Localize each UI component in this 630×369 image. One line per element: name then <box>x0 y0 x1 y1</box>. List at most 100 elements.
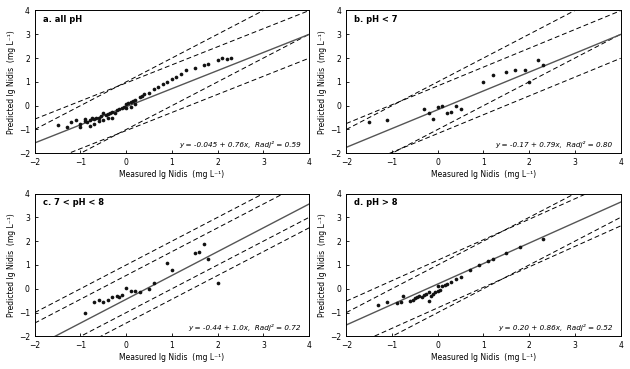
Point <box>382 117 392 123</box>
Point <box>442 281 452 287</box>
Point <box>83 120 93 125</box>
Point <box>112 293 122 299</box>
Text: a. all pH: a. all pH <box>43 15 82 24</box>
Point <box>455 274 466 280</box>
Point <box>451 276 461 282</box>
Point <box>474 262 484 268</box>
Point <box>428 291 438 297</box>
Point <box>433 288 443 294</box>
Point <box>91 115 101 121</box>
Point <box>167 76 177 82</box>
Point <box>103 111 113 117</box>
Point <box>112 107 122 113</box>
Point <box>163 260 173 266</box>
Point <box>80 310 90 315</box>
Point <box>119 104 129 110</box>
Point <box>114 294 124 300</box>
Point <box>433 283 443 289</box>
Point <box>398 293 408 299</box>
Point <box>435 287 445 293</box>
Text: d. pH > 8: d. pH > 8 <box>355 198 398 207</box>
Point <box>89 121 99 127</box>
Point <box>433 104 443 110</box>
Point <box>382 299 392 305</box>
Point <box>423 289 433 295</box>
Point <box>396 299 406 305</box>
Point <box>107 109 117 115</box>
Point <box>126 104 136 110</box>
Point <box>488 72 498 78</box>
Point <box>533 58 543 63</box>
Y-axis label: Predicted lg Nidis  (mg L⁻¹): Predicted lg Nidis (mg L⁻¹) <box>319 213 328 317</box>
Point <box>447 109 457 115</box>
Point <box>538 62 548 68</box>
Point <box>199 62 209 68</box>
Point <box>94 118 104 124</box>
Point <box>520 67 530 73</box>
Point <box>149 280 159 286</box>
Point <box>103 297 113 303</box>
Point <box>524 79 534 85</box>
X-axis label: Measured lg Nidis  (mg L⁻¹): Measured lg Nidis (mg L⁻¹) <box>119 353 224 362</box>
Point <box>163 79 173 85</box>
Y-axis label: Predicted lg Nidis  (mg L⁻¹): Predicted lg Nidis (mg L⁻¹) <box>7 30 16 134</box>
Point <box>478 79 488 85</box>
Point <box>130 101 140 107</box>
Point <box>455 106 466 112</box>
Point <box>412 294 422 300</box>
Point <box>96 113 106 119</box>
Point <box>89 299 99 305</box>
X-axis label: Measured lg Nidis  (mg L⁻¹): Measured lg Nidis (mg L⁻¹) <box>431 170 536 179</box>
Point <box>437 283 447 289</box>
Point <box>415 293 425 299</box>
Point <box>212 280 222 286</box>
Point <box>84 117 94 123</box>
Point <box>501 69 512 75</box>
Point <box>98 117 108 123</box>
Point <box>89 116 99 122</box>
X-axis label: Measured lg Nidis  (mg L⁻¹): Measured lg Nidis (mg L⁻¹) <box>119 170 224 179</box>
Point <box>149 86 159 92</box>
Point <box>416 294 427 300</box>
Point <box>87 115 97 121</box>
Point <box>121 105 131 111</box>
Text: c. 7 < pH < 8: c. 7 < pH < 8 <box>43 198 104 207</box>
Point <box>144 90 154 96</box>
Point <box>105 110 115 116</box>
Point <box>84 123 94 129</box>
Point <box>171 74 181 80</box>
Point <box>117 292 127 298</box>
Point <box>62 124 72 130</box>
Point <box>101 112 111 118</box>
Point <box>103 115 113 121</box>
Point <box>199 241 209 246</box>
Point <box>110 110 120 116</box>
Point <box>80 118 90 124</box>
Point <box>217 55 227 61</box>
Point <box>135 289 145 295</box>
Point <box>176 70 186 76</box>
Point <box>405 298 415 304</box>
Text: b. pH < 7: b. pH < 7 <box>355 15 398 24</box>
Point <box>71 117 81 123</box>
Point <box>437 103 447 108</box>
Point <box>181 67 191 73</box>
Point <box>442 110 452 116</box>
Point <box>153 84 163 90</box>
Point <box>410 295 420 301</box>
Point <box>190 65 200 70</box>
Point <box>52 122 62 128</box>
X-axis label: Measured lg Nidis  (mg L⁻¹): Measured lg Nidis (mg L⁻¹) <box>431 353 536 362</box>
Point <box>123 100 134 106</box>
Point <box>421 291 432 297</box>
Point <box>501 250 512 256</box>
Point <box>483 258 493 264</box>
Point <box>212 58 222 63</box>
Point <box>426 293 436 299</box>
Point <box>137 93 147 99</box>
Point <box>139 91 149 97</box>
Point <box>76 124 86 130</box>
Point <box>94 297 104 303</box>
Point <box>94 115 104 121</box>
Point <box>423 110 433 116</box>
